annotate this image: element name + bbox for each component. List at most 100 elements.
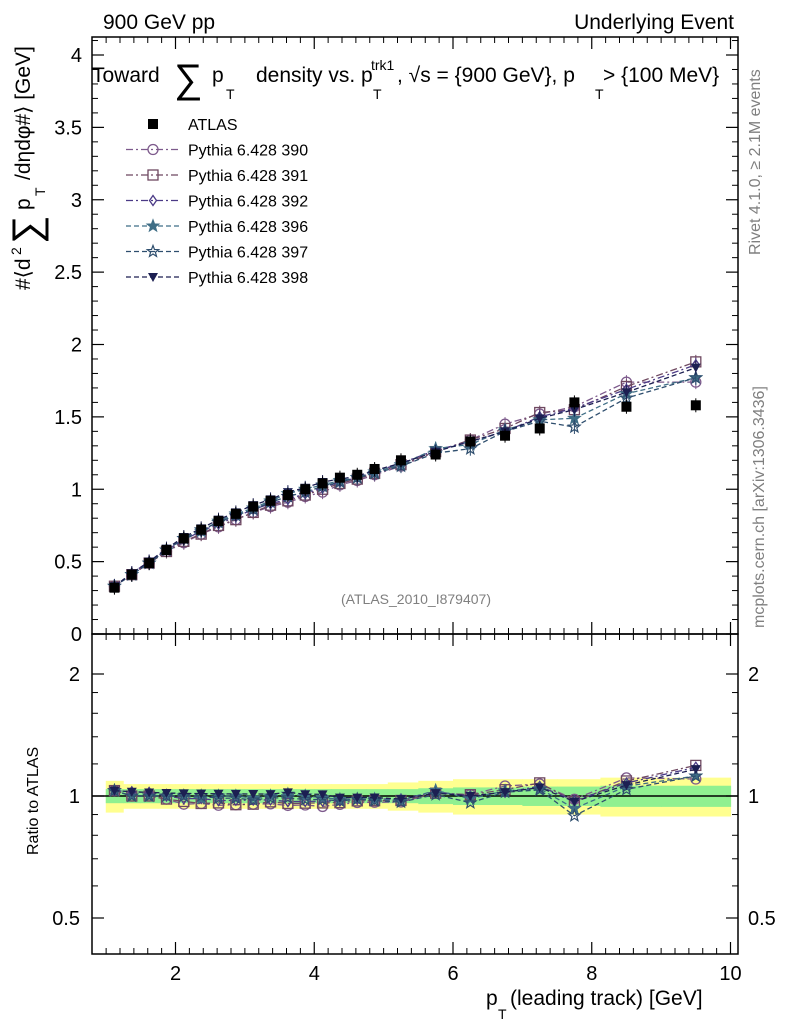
ratio-point <box>369 793 380 803</box>
ratio-point <box>690 765 701 775</box>
legend-marker <box>147 169 159 181</box>
title-p-subscript: T <box>226 86 235 102</box>
ratio-point <box>109 786 120 796</box>
ratio-series-layer <box>107 759 704 823</box>
ratio-series-line <box>114 777 696 808</box>
x-tick-label: 8 <box>586 963 597 985</box>
ratio-point <box>534 783 545 793</box>
data-point <box>334 472 345 483</box>
ratio-y-tick-label-left: 0.5 <box>52 908 80 930</box>
ratio-point <box>263 790 278 805</box>
data-point <box>196 524 207 535</box>
data-point <box>621 388 632 398</box>
x-axis-label: p T (leading track) [GeV] <box>486 987 703 1022</box>
ratio-panel-frame <box>91 633 739 955</box>
ratio-point <box>144 788 155 798</box>
ratio-y-tick-label-right: 2 <box>748 664 759 686</box>
series-pythia-6-428-396 <box>107 370 704 594</box>
ratio-y-label: Ratio to ATLAS <box>25 747 42 855</box>
legend-item-pythia-6-428-391: Pythia 6.428 391 <box>126 168 308 185</box>
plot-title: Toward ∑ p T density vs. p T trk1 , √s =… <box>92 57 719 102</box>
title-cut-subscript: T <box>595 86 604 102</box>
data-point <box>534 414 545 424</box>
header-right: Underlying Event <box>574 11 734 34</box>
legend: ATLAS Pythia 6.428 390 Pythia 6.428 391 Pyt… <box>126 117 308 287</box>
ratio-point <box>282 788 293 798</box>
title-density-subscript: T <box>373 86 382 102</box>
legend-label: Pythia 6.428 392 <box>188 194 308 211</box>
data-point <box>265 495 276 506</box>
main-series-layer <box>107 354 704 595</box>
ratio-series-line <box>114 764 696 806</box>
ratio-y-tick-label-left: 2 <box>69 664 80 686</box>
ylabel-pre: #⟨d <box>12 258 35 290</box>
title-density: density vs. p <box>256 64 373 87</box>
ratio-series-line <box>114 768 696 803</box>
mcplots-label: mcplots.cern.ch [arXiv:1306.3436] <box>751 386 768 628</box>
ratio-point <box>211 790 226 805</box>
ratio-point <box>213 789 224 799</box>
data-point <box>430 449 441 460</box>
ratio-point <box>245 792 261 807</box>
data-point <box>621 401 632 412</box>
data-point <box>500 430 511 441</box>
xlabel-subscript: T <box>498 1006 507 1022</box>
x-tick-label: 4 <box>309 963 320 985</box>
ratio-point <box>334 793 345 803</box>
ratio-point <box>141 788 157 803</box>
ratio-point <box>430 789 441 799</box>
y-tick-label: 0 <box>71 624 82 646</box>
ratio-point <box>265 790 276 800</box>
title-cut: > {100 MeV} <box>603 64 719 87</box>
legend-item-pythia-6-428-390: Pythia 6.428 390 <box>126 143 308 160</box>
data-point <box>463 441 478 455</box>
legend-label: Pythia 6.428 397 <box>188 245 308 262</box>
x-tick-label: 2 <box>170 963 181 985</box>
ratio-point <box>395 794 406 804</box>
ratio-point <box>230 789 241 799</box>
legend-label: Pythia 6.428 396 <box>188 219 308 236</box>
title-toward: Toward <box>92 64 160 87</box>
legend-item-atlas: ATLAS <box>148 117 238 134</box>
data-point <box>369 463 380 474</box>
ratio-point <box>688 768 704 783</box>
ratio-point <box>248 790 259 800</box>
ratio-point <box>500 788 511 798</box>
analysis-watermark: (ATLAS_2010_I879407) <box>341 591 491 607</box>
data-point <box>569 397 580 408</box>
rivet-label: Rivet 4.1.0, ≥ 2.1M events <box>747 69 764 255</box>
data-point <box>567 419 582 434</box>
ratio-point <box>317 790 328 800</box>
title-sum-symbol: ∑ <box>174 57 203 101</box>
ratio-point <box>159 788 174 803</box>
legend-marker <box>148 273 158 282</box>
data-point <box>282 490 293 501</box>
main-y-label: #⟨d 2 ∑ p T /dηdφ#⟩ [GeV] <box>5 46 49 290</box>
series-pythia-6-428-398 <box>109 360 701 594</box>
ylabel-post: /dηdφ#⟩ [GeV] <box>12 46 35 180</box>
data-point <box>178 533 189 544</box>
legend-marker <box>148 194 158 207</box>
y-tick-label: 3.5 <box>54 117 82 139</box>
series-line <box>114 361 697 587</box>
ylabel-sup: 2 <box>8 247 24 255</box>
legend-marker <box>145 218 161 233</box>
ratio-point <box>367 792 382 807</box>
ratio-point <box>297 791 313 806</box>
series-atlas <box>109 395 701 595</box>
header-left: 900 GeV pp <box>103 11 215 34</box>
ratio-point <box>124 788 140 803</box>
data-point <box>109 582 120 593</box>
data-point <box>248 501 259 512</box>
ratio-point <box>569 797 580 807</box>
series-pythia-6-428-390 <box>108 375 702 594</box>
xlabel-rest: (leading track) [GeV] <box>510 987 703 1010</box>
ratio-axis-ticks: 2 4 6 8 10 0.5 0.5 1 1 2 2 <box>52 634 776 985</box>
ratio-point <box>161 788 172 798</box>
x-tick-label: 6 <box>447 963 458 985</box>
ylabel-sum-symbol: ∑ <box>5 215 49 244</box>
ratio-point <box>332 793 348 808</box>
legend-item-pythia-6-428-392: Pythia 6.428 392 <box>126 194 308 211</box>
ratio-series-line <box>114 766 696 803</box>
